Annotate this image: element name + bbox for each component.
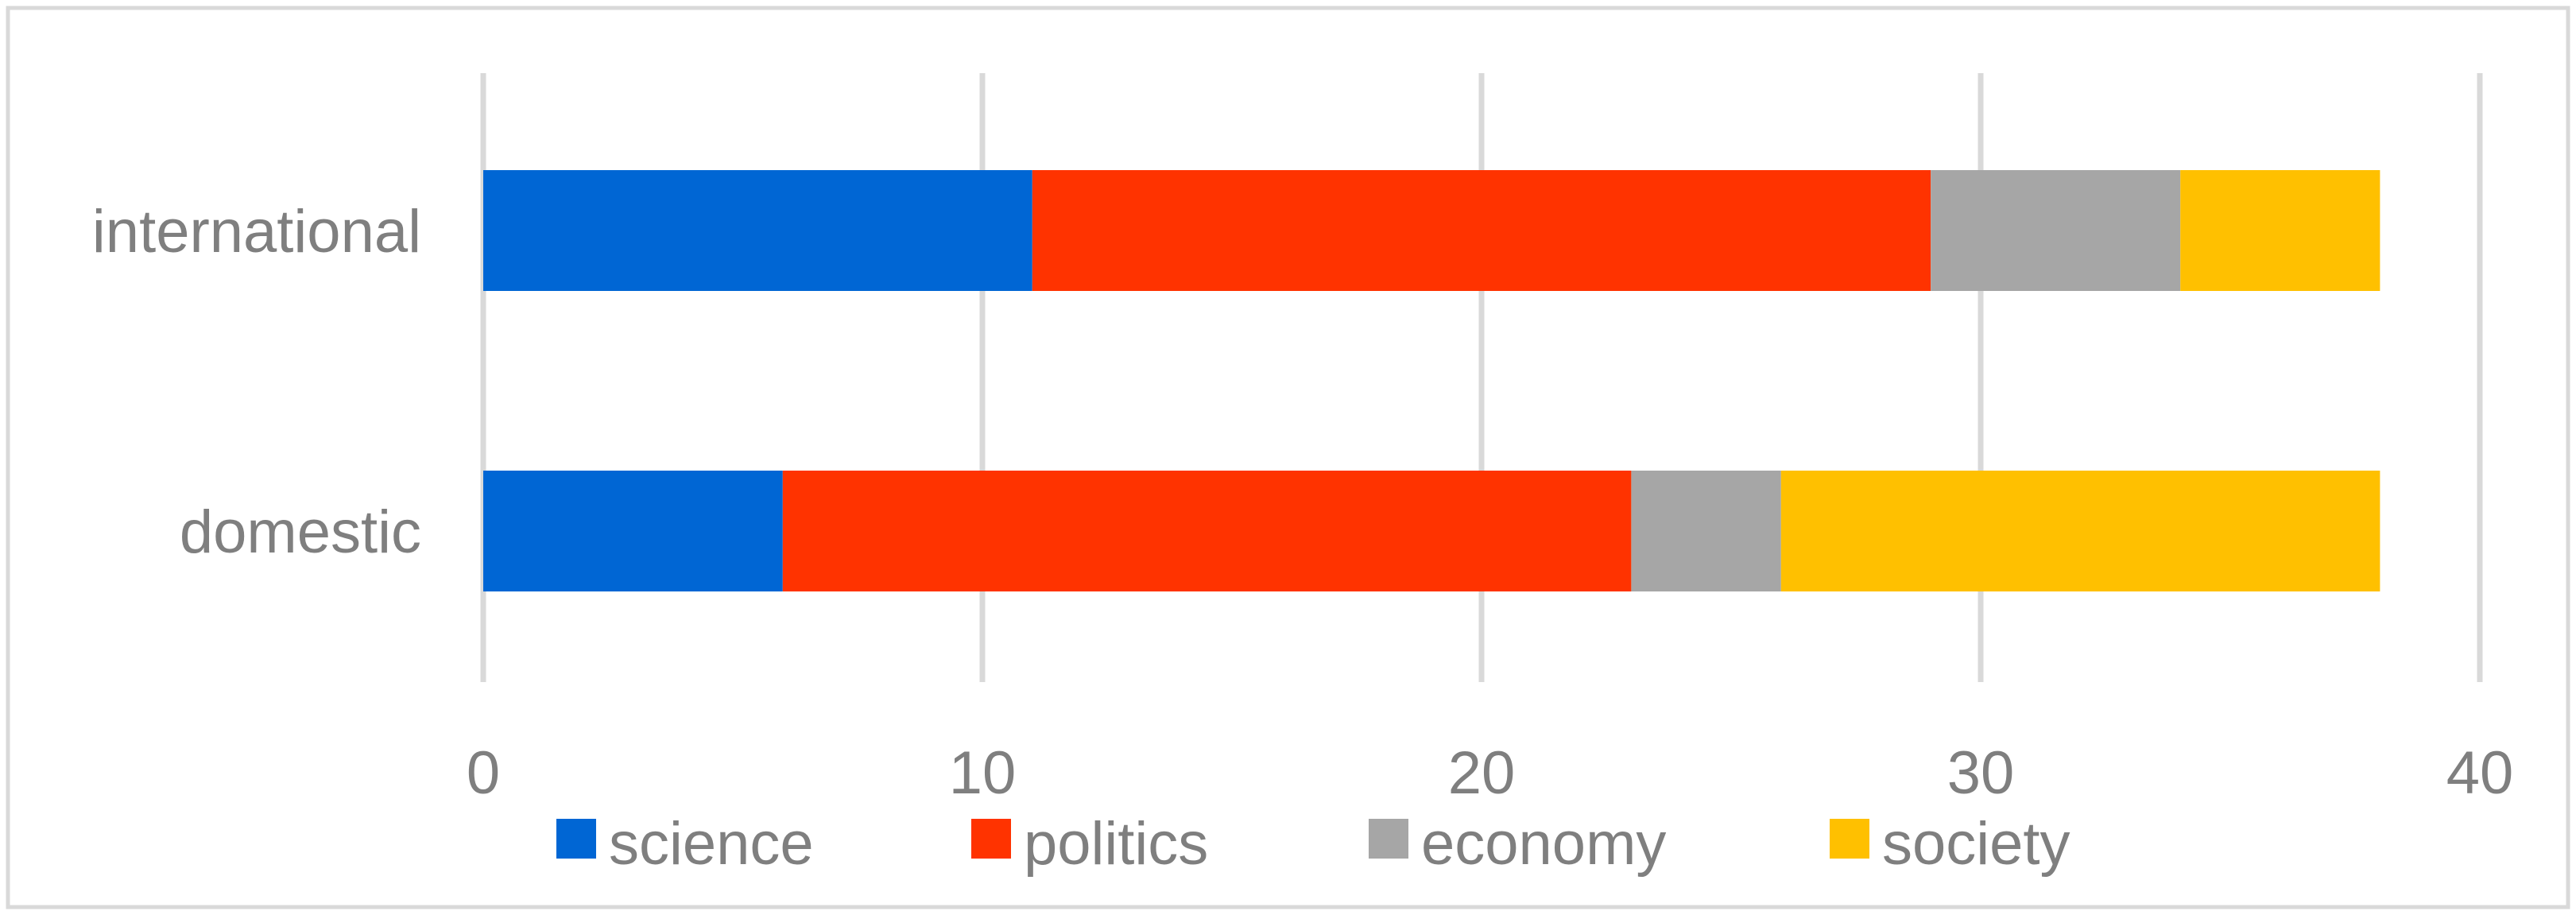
bars (483, 170, 2380, 591)
category-label-domestic: domestic (180, 498, 421, 566)
tick-labels: 0 10 20 30 40 (467, 739, 2513, 807)
bar-segment-science-domestic (483, 471, 783, 591)
legend: science politics economy society (556, 810, 2070, 878)
x-tick-label: 40 (2446, 739, 2514, 807)
legend-label-society: society (1882, 810, 2070, 878)
category-label-international: international (92, 198, 421, 266)
bar-segment-society-domestic (1780, 471, 2380, 591)
legend-swatch-politics (971, 819, 1011, 859)
x-tick-label: 0 (467, 739, 500, 807)
legend-swatch-society (1830, 819, 1869, 859)
bar-segment-society-international (2180, 170, 2380, 291)
legend-label-science: science (609, 810, 814, 878)
bar-segment-politics-international (1032, 170, 1931, 291)
bar-segment-economy-international (1931, 170, 2181, 291)
bar-segment-science-international (483, 170, 1032, 291)
legend-label-economy: economy (1421, 810, 1666, 878)
legend-swatch-science (556, 819, 596, 859)
x-tick-label: 10 (949, 739, 1017, 807)
legend-label-politics: politics (1024, 810, 1208, 878)
bar-segment-economy-domestic (1631, 471, 1781, 591)
x-tick-label: 20 (1448, 739, 1516, 807)
chart-frame (6, 6, 2570, 909)
bar-segment-politics-domestic (782, 471, 1632, 591)
x-tick-label: 30 (1947, 739, 2015, 807)
legend-swatch-economy (1369, 819, 1408, 859)
category-labels: international domestic (92, 198, 421, 566)
